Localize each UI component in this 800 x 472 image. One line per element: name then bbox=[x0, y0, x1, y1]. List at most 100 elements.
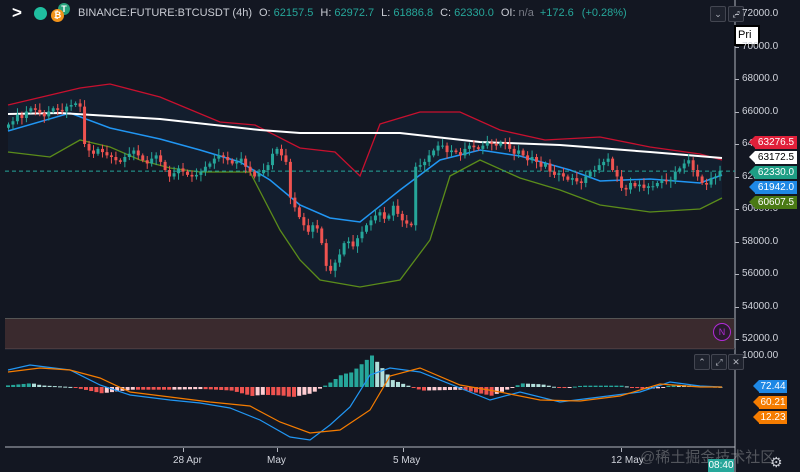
macd-histogram-bar bbox=[515, 385, 520, 387]
candle bbox=[324, 243, 328, 266]
candle bbox=[208, 163, 212, 167]
macd-histogram-bar bbox=[68, 386, 73, 388]
price-axis-label: 54000.0 bbox=[742, 300, 779, 312]
candle bbox=[338, 254, 342, 263]
macd-histogram-bar bbox=[468, 387, 473, 392]
macd-histogram-bar bbox=[224, 387, 229, 391]
candle bbox=[262, 170, 266, 174]
open-value: 62157.5 bbox=[273, 7, 314, 19]
candle bbox=[535, 157, 539, 162]
candle bbox=[186, 171, 189, 175]
candle bbox=[65, 106, 69, 112]
macd-histogram-bar bbox=[177, 387, 182, 390]
macd-histogram-bar bbox=[630, 387, 634, 388]
macd-histogram-bar bbox=[453, 387, 458, 390]
macd-histogram-bar bbox=[541, 384, 546, 387]
candle bbox=[306, 225, 310, 232]
macd-histogram-bar bbox=[406, 385, 411, 387]
macd-histogram-bar bbox=[63, 386, 68, 388]
macd-histogram-bar bbox=[401, 383, 406, 387]
macd-histogram-bar bbox=[505, 387, 510, 390]
macd-close-button[interactable]: ✕ bbox=[728, 354, 744, 370]
macd-histogram-bar bbox=[16, 384, 21, 387]
candle bbox=[150, 158, 154, 164]
candle bbox=[365, 225, 368, 232]
ma-long-line bbox=[7, 111, 723, 159]
candle bbox=[476, 147, 480, 149]
macd-histogram-bar bbox=[572, 386, 577, 388]
candle bbox=[226, 157, 230, 161]
macd-histogram-bar bbox=[671, 384, 676, 387]
macd-move-up-button[interactable]: ⌃ bbox=[694, 354, 710, 370]
candle bbox=[92, 150, 95, 154]
candle bbox=[387, 215, 391, 219]
price-axis-tick bbox=[735, 306, 739, 308]
candle bbox=[38, 109, 42, 114]
price-axis-tick bbox=[735, 79, 739, 80]
candle bbox=[96, 148, 100, 154]
macd-histogram-bar bbox=[661, 387, 666, 388]
candle bbox=[248, 166, 252, 172]
candle bbox=[499, 142, 503, 146]
candle bbox=[548, 163, 552, 172]
macd-histogram-bar bbox=[546, 385, 551, 387]
macd-histogram-bar bbox=[614, 385, 619, 387]
candle bbox=[651, 186, 655, 188]
candle bbox=[445, 145, 449, 153]
candle bbox=[118, 160, 122, 162]
macd-maximize-button[interactable]: ⤢ bbox=[711, 354, 727, 370]
candle bbox=[602, 161, 606, 166]
candle bbox=[441, 145, 445, 147]
candle bbox=[194, 174, 198, 177]
candle bbox=[463, 148, 467, 156]
candle bbox=[56, 108, 60, 110]
macd-histogram-bar bbox=[442, 387, 447, 391]
bitcoin-icon: ₿ bbox=[51, 9, 64, 22]
collapse-pane-button[interactable]: ⌄ bbox=[710, 6, 726, 22]
macd-histogram-bar bbox=[219, 387, 224, 390]
price-axis-tick bbox=[735, 46, 739, 48]
macd-histogram-bar bbox=[666, 385, 671, 387]
candle bbox=[127, 153, 131, 157]
candle bbox=[485, 142, 489, 146]
candle bbox=[705, 183, 709, 185]
candle bbox=[293, 197, 297, 208]
macd-tag-histogram: 12.23 bbox=[753, 411, 787, 424]
macd-histogram-bar bbox=[188, 387, 192, 390]
candle bbox=[517, 150, 521, 154]
candle bbox=[302, 217, 306, 226]
symbol-title[interactable]: BINANCE:FUTURE:BTCUSDT (4h) bbox=[78, 7, 252, 19]
macd-histogram-bar bbox=[344, 373, 348, 387]
macd-histogram-bar bbox=[302, 387, 307, 395]
time-axis-tick bbox=[403, 448, 404, 452]
macd-histogram-bar bbox=[11, 384, 16, 387]
watermark: @稀土掘金技术社区 bbox=[640, 449, 776, 466]
macd-histogram-bar bbox=[531, 383, 536, 387]
macd-histogram-bar bbox=[323, 385, 328, 387]
candle bbox=[51, 108, 55, 112]
macd-histogram-bar bbox=[635, 387, 640, 389]
candle bbox=[203, 166, 207, 172]
macd-histogram-bar bbox=[349, 372, 354, 387]
macd-histogram-bar bbox=[203, 387, 208, 390]
candle bbox=[297, 207, 301, 218]
macd-histogram-bar bbox=[380, 368, 385, 387]
candle bbox=[521, 150, 525, 156]
gear-icon[interactable]: ⚙ bbox=[770, 454, 783, 470]
price-axis-tick bbox=[735, 274, 739, 275]
price-scale-tooltip: Pri bbox=[734, 25, 760, 46]
candle bbox=[221, 155, 225, 157]
candle bbox=[199, 171, 203, 175]
price-axis-tick bbox=[735, 144, 739, 145]
chevron-right-icon[interactable]: > bbox=[12, 3, 22, 22]
candle bbox=[584, 176, 588, 183]
macd-histogram-bar bbox=[422, 387, 426, 391]
news-icon[interactable]: N bbox=[713, 323, 731, 341]
price-axis-label: 56000.0 bbox=[742, 268, 779, 279]
candle bbox=[700, 176, 704, 183]
candle bbox=[356, 238, 360, 247]
macd-histogram-bar bbox=[312, 387, 317, 392]
candle bbox=[655, 183, 659, 187]
macd-histogram-bar bbox=[78, 387, 83, 389]
